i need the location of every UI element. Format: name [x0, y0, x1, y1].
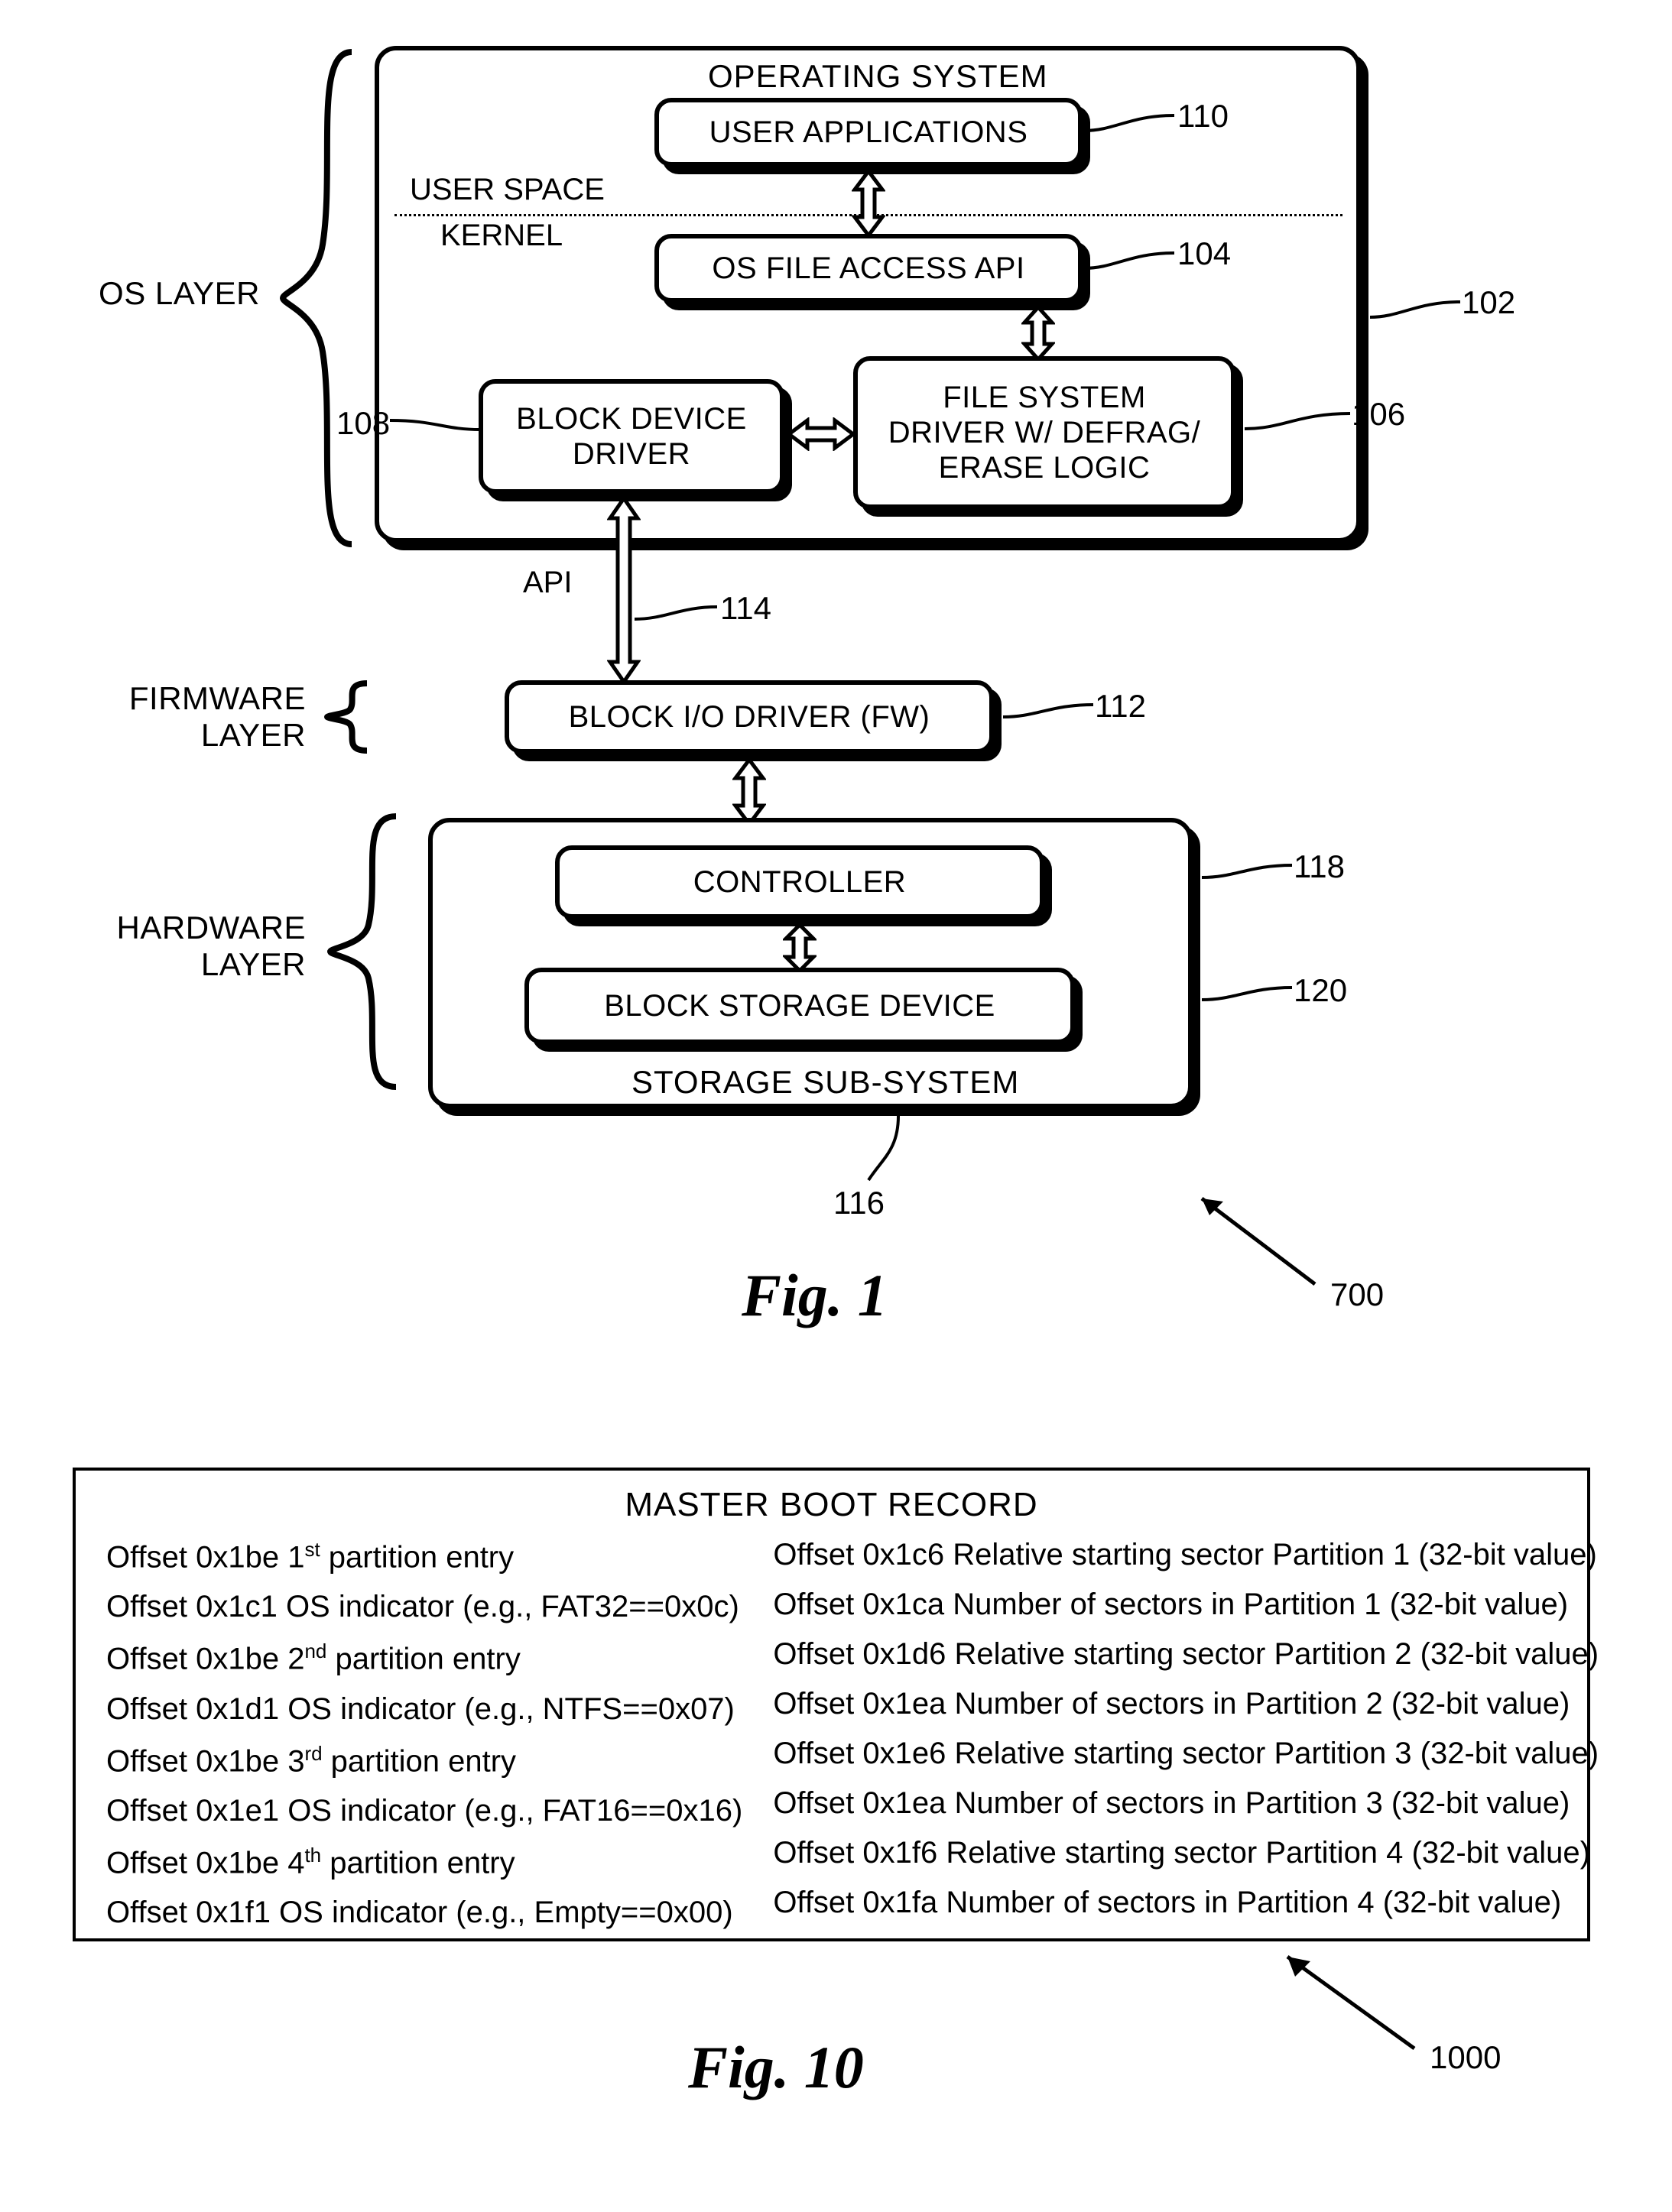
- hardware-brace: [313, 810, 405, 1093]
- fs-driver-line3: ERASE LOGIC: [939, 451, 1151, 485]
- arrow-fw-storage: [732, 760, 766, 824]
- block-io-driver-box: BLOCK I/O DRIVER (FW): [505, 680, 994, 754]
- ref-1000: 1000: [1430, 2039, 1501, 2076]
- block-device-driver-box: BLOCK DEVICEDRIVER: [479, 379, 784, 494]
- mbr-row: Offset 0x1be 4th partition entry: [106, 1844, 742, 1880]
- mbr-row: Offset 0x1c6 Relative starting sector Pa…: [773, 1538, 1599, 1572]
- mbr-row: Offset 0x1fa Number of sectors in Partit…: [773, 1886, 1599, 1920]
- mbr-row: Offset 0x1f6 Relative starting sector Pa…: [773, 1836, 1599, 1870]
- os-file-api-box: OS FILE ACCESS API: [654, 234, 1083, 303]
- block-driver-line2: DRIVER: [573, 437, 690, 471]
- fs-driver-line1: FILE SYSTEM: [943, 381, 1146, 414]
- ref-116: 116: [833, 1185, 885, 1221]
- ref-110: 110: [1177, 98, 1229, 135]
- mbr-columns: Offset 0x1be 1st partition entry Offset 0…: [106, 1538, 1557, 1930]
- lead-104: [1084, 249, 1176, 287]
- block-driver-line1: BLOCK DEVICE: [516, 402, 747, 436]
- page: OS LAYER FIRMWARE LAYER HARDWARE LAYER: [0, 0, 1672, 2212]
- lead-112: [1003, 700, 1095, 734]
- mbr-row: Offset 0x1be 3rd partition entry: [106, 1742, 742, 1779]
- user-applications-box: USER APPLICATIONS: [654, 98, 1083, 167]
- lead-110: [1084, 112, 1176, 150]
- lead-102: [1370, 298, 1462, 336]
- mbr-row: Offset 0x1c1 OS indicator (e.g., FAT32==…: [106, 1590, 742, 1624]
- ref-102: 102: [1462, 284, 1515, 321]
- api-label: API: [523, 566, 572, 600]
- os-panel-title: OPERATING SYSTEM: [708, 58, 1048, 95]
- firmware-brace: [313, 679, 375, 755]
- mbr-row: Offset 0x1e1 OS indicator (e.g., FAT16==…: [106, 1794, 742, 1828]
- os-layer-label: OS LAYER: [76, 275, 260, 312]
- arrow-os-fw: [607, 498, 641, 682]
- lead-108: [390, 413, 482, 443]
- figure-1: OS LAYER FIRMWARE LAYER HARDWARE LAYER: [76, 46, 1605, 1368]
- ref-114: 114: [720, 590, 771, 627]
- lead-1000: [1277, 1951, 1430, 2058]
- mbr-row: Offset 0x1be 2nd partition entry: [106, 1640, 742, 1676]
- ref-120: 120: [1294, 972, 1347, 1009]
- arrow-api-fsdriver: [1021, 307, 1055, 359]
- controller-box: CONTROLLER: [555, 845, 1044, 919]
- fs-driver-line2: DRIVER W/ DEFRAG/: [888, 416, 1201, 449]
- ref-108: 108: [336, 405, 390, 442]
- ref-700: 700: [1330, 1276, 1384, 1313]
- firmware-label-line1: FIRMWARE: [129, 680, 306, 716]
- mbr-row: Offset 0x1be 1st partition entry: [106, 1538, 742, 1575]
- lead-116: [864, 1116, 933, 1185]
- arrow-blockdrv-fsdrv: [789, 417, 853, 451]
- user-space-label: USER SPACE: [410, 173, 605, 207]
- block-storage-box: BLOCK STORAGE DEVICE: [524, 968, 1075, 1044]
- firmware-layer-label: FIRMWARE LAYER: [76, 680, 306, 754]
- mbr-row: Offset 0x1e6 Relative starting sector Pa…: [773, 1737, 1599, 1771]
- hardware-label-line1: HARDWARE: [117, 910, 306, 945]
- fig1-caption: Fig. 1: [742, 1261, 888, 1330]
- mbr-title: MASTER BOOT RECORD: [106, 1486, 1557, 1524]
- lead-700: [1193, 1192, 1330, 1292]
- hardware-layer-label: HARDWARE LAYER: [69, 910, 306, 984]
- fig10-caption: Fig. 10: [688, 2033, 864, 2102]
- os-brace: [268, 46, 359, 550]
- storage-panel: CONTROLLER BLOCK STORAGE DEVICE STORAGE …: [428, 818, 1193, 1108]
- mbr-panel: MASTER BOOT RECORD Offset 0x1be 1st part…: [73, 1468, 1590, 1941]
- mbr-row: Offset 0x1d6 Relative starting sector Pa…: [773, 1637, 1599, 1672]
- ref-104: 104: [1177, 235, 1231, 272]
- mbr-row: Offset 0x1ca Number of sectors in Partit…: [773, 1588, 1599, 1622]
- hardware-label-line2: LAYER: [201, 946, 306, 982]
- lead-118: [1202, 861, 1294, 894]
- mbr-col-left: Offset 0x1be 1st partition entry Offset 0…: [106, 1538, 742, 1930]
- mbr-col-right: Offset 0x1c6 Relative starting sector Pa…: [773, 1538, 1599, 1930]
- mbr-row: Offset 0x1ea Number of sectors in Partit…: [773, 1786, 1599, 1821]
- lead-106: [1245, 410, 1352, 448]
- mbr-row: Offset 0x1d1 OS indicator (e.g., NTFS==0…: [106, 1692, 742, 1727]
- ref-112: 112: [1095, 688, 1146, 725]
- firmware-label-line2: LAYER: [201, 717, 306, 753]
- file-system-driver-box: FILE SYSTEMDRIVER W/ DEFRAG/ERASE LOGIC: [853, 356, 1235, 509]
- kernel-label: KERNEL: [440, 219, 563, 253]
- arrow-apps-api: [852, 171, 885, 235]
- mbr-row: Offset 0x1f1 OS indicator (e.g., Empty==…: [106, 1896, 742, 1930]
- mbr-row: Offset 0x1ea Number of sectors in Partit…: [773, 1687, 1599, 1721]
- lead-114: [635, 602, 719, 633]
- arrow-controller-storage: [783, 925, 817, 971]
- ref-118: 118: [1294, 848, 1345, 885]
- storage-subtitle: STORAGE SUB-SYSTEM: [631, 1064, 1019, 1101]
- ref-106: 106: [1352, 396, 1405, 433]
- lead-120: [1202, 983, 1294, 1017]
